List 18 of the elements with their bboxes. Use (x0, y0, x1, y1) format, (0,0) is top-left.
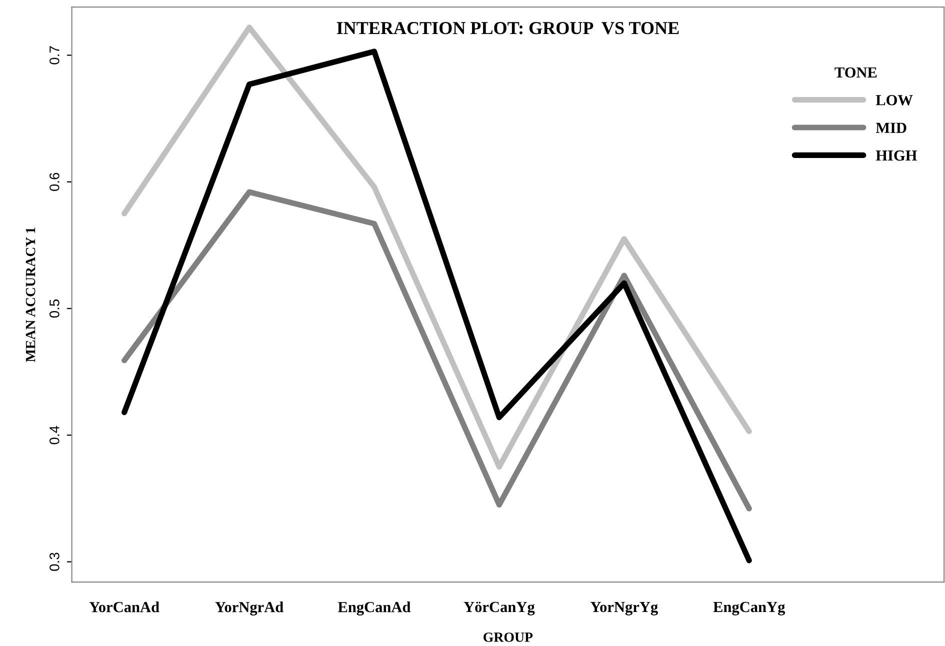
x-tick-label: YorNgrYg (590, 602, 658, 616)
y-tick-label: 0.7 (50, 46, 60, 64)
x-tick-label: YörCanYg (464, 602, 535, 616)
y-axis-title: MEAN ACCURACY 1 (26, 228, 36, 362)
x-tick-label: EngCanYg (713, 602, 786, 616)
x-tick-label: YorCanAd (89, 601, 160, 612)
y-tick-label: 0.6 (50, 172, 60, 191)
x-tick-label: YorNgrAd (215, 601, 284, 616)
text: INTERACTION PLOT: GROUP VS TONE (336, 22, 679, 34)
legend-title: TONE (834, 67, 877, 78)
legend-label: LOW (876, 95, 913, 106)
y-tick-label: 0.3 (50, 552, 60, 571)
x-axis-title: GROUP (484, 632, 533, 642)
y-tick-label: 0.5 (50, 299, 60, 318)
legend-label: MID (876, 122, 906, 133)
x-tick-label: EngCanAd (338, 601, 411, 616)
legend-label: HIGH (876, 150, 917, 161)
y-tick-label: 0.4 (50, 426, 60, 444)
